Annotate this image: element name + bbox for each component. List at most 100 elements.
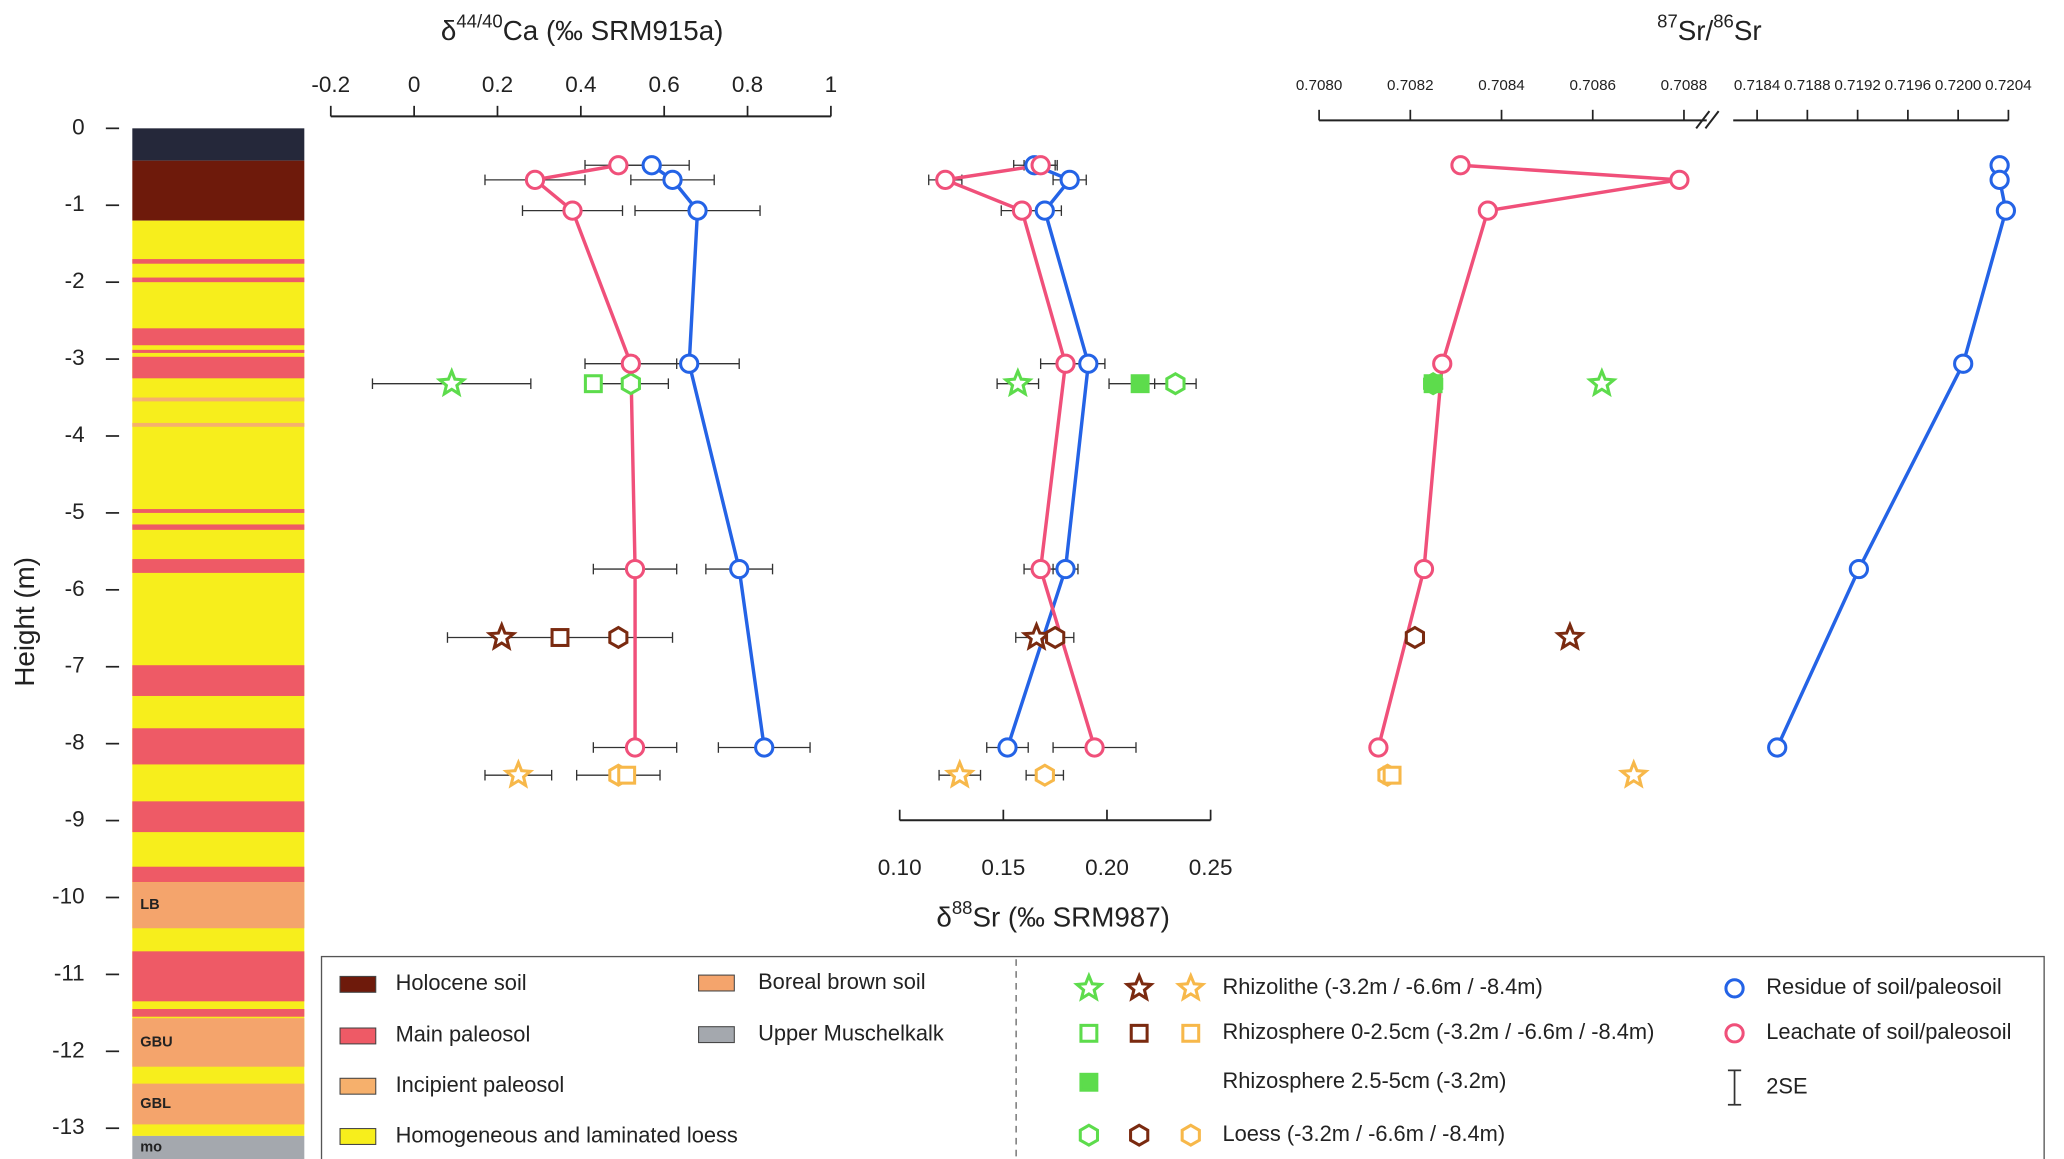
series-line (531, 163, 637, 748)
stratigraphic-layer (132, 259, 305, 264)
x-tick-label: -0.2 (311, 72, 350, 97)
legend-label: Main paleosol (396, 1022, 531, 1047)
series-line (650, 163, 766, 748)
sample-marker (502, 758, 535, 789)
legend-label: Holocene soil (396, 970, 527, 995)
stratigraphic-layer (132, 1018, 305, 1067)
legend-label: Residue of soil/paleosoil (1766, 974, 2001, 999)
series-marker (620, 353, 641, 374)
x-tick-label: 0.25 (1189, 855, 1233, 880)
legend-label: Incipient paleosol (396, 1072, 565, 1097)
legend-icon (1175, 971, 1207, 1002)
sample-marker (1617, 758, 1650, 789)
stratigraphic-layer (132, 1009, 305, 1017)
x-tick-label: 1 (825, 72, 838, 97)
x-tick-label: 0.7200 (1935, 77, 1982, 94)
legend-icon (1123, 971, 1155, 1002)
sample-marker (1165, 372, 1186, 396)
series-marker (662, 169, 683, 190)
x-tick-label: 0.7080 (1296, 77, 1343, 94)
y-tick-label: -12 (52, 1037, 85, 1062)
series-marker (608, 155, 629, 176)
legend-label: Rhizosphere 0-2.5cm (-3.2m / -6.6m / -8.… (1223, 1019, 1655, 1044)
stratigraphic-layer (132, 728, 305, 765)
stratigraphic-layer (132, 422, 305, 427)
layer-label: mo (140, 1139, 162, 1155)
x-tick-label: 0.7086 (1569, 77, 1616, 94)
sample-marker (620, 372, 641, 396)
x-tick-label: 0.4 (565, 72, 596, 97)
stratigraphic-layer (132, 801, 305, 833)
sample-marker (550, 628, 570, 647)
legend-label: 2SE (1766, 1073, 1807, 1098)
title-part: 44/40 (456, 10, 502, 31)
series-marker (1848, 558, 1870, 580)
stratigraphic-layer (132, 509, 305, 513)
series-marker (624, 558, 646, 580)
panel-title: δ44/40Ca (‰ SRM915a) (441, 10, 723, 46)
sample-marker (608, 625, 629, 650)
sample-marker (1002, 367, 1034, 398)
x-tick-label: 0.6 (649, 72, 680, 97)
series-marker (679, 353, 700, 374)
legend-swatch (339, 975, 377, 993)
series-marker (1767, 737, 1788, 758)
title-part: Ca (‰ SRM915a) (503, 15, 724, 46)
series-line (1376, 163, 1680, 748)
series-marker (1055, 353, 1076, 374)
legend-swatch (698, 1026, 735, 1044)
x-tick-label: 0.7084 (1478, 77, 1525, 94)
legend-icon (1078, 1123, 1100, 1147)
y-tick-label: -13 (52, 1114, 85, 1139)
stratigraphic-layer (132, 328, 305, 346)
series-marker (729, 558, 750, 580)
series-marker (1084, 737, 1105, 758)
series-line (1005, 163, 1091, 749)
sample-marker (485, 620, 518, 651)
axis-break (1704, 110, 1720, 129)
sample-marker (1382, 765, 1402, 785)
stratigraphic-layer (132, 349, 305, 353)
series-marker (1995, 200, 2017, 221)
panel-title: 87Sr/86Sr (1657, 10, 1761, 46)
x-tick-label: 0.2 (482, 72, 513, 97)
series-marker (1953, 353, 1974, 374)
legend-icon (1073, 971, 1105, 1002)
stratigraphic-layer (132, 665, 305, 696)
stratigraphic-layer (132, 128, 305, 161)
x-tick-label: 0.15 (981, 855, 1025, 880)
y-tick-label: -10 (52, 883, 85, 908)
series-marker (997, 737, 1018, 758)
sample-marker (1423, 374, 1443, 394)
sample-marker (944, 758, 976, 789)
stratigraphic-layer (132, 1083, 305, 1125)
title-part: δ (441, 15, 456, 46)
title-part: Sr (1734, 15, 1762, 46)
series-marker (562, 200, 583, 221)
x-tick-label: 0.7196 (1885, 77, 1932, 94)
stratigraphic-layer (132, 559, 305, 573)
series-marker (935, 169, 956, 190)
series-marker (1055, 558, 1076, 580)
series-marker (1011, 200, 1033, 221)
x-tick-label: 0.7088 (1661, 77, 1708, 94)
x-tick-label: 0.7192 (1834, 77, 1881, 94)
series-marker (1413, 558, 1435, 580)
series-marker (1030, 558, 1051, 580)
y-tick-label: -11 (54, 960, 85, 985)
series-line (938, 163, 1097, 749)
panel-title: δ88Sr (‰ SRM987) (936, 897, 1170, 933)
sample-marker (1586, 367, 1618, 398)
x-tick-label: 0 (408, 72, 421, 97)
stratigraphic-layer (132, 951, 305, 1002)
title-part: 86 (1713, 10, 1734, 31)
sample-marker (1404, 625, 1426, 650)
y-tick-label: -2 (65, 268, 85, 293)
y-tick-label: -1 (65, 191, 85, 216)
series-marker (1078, 353, 1099, 374)
series-line (1775, 165, 2008, 749)
x-tick-label: 0.7188 (1784, 77, 1831, 94)
title-part: δ (936, 902, 951, 933)
stratigraphic-layer (132, 160, 305, 221)
